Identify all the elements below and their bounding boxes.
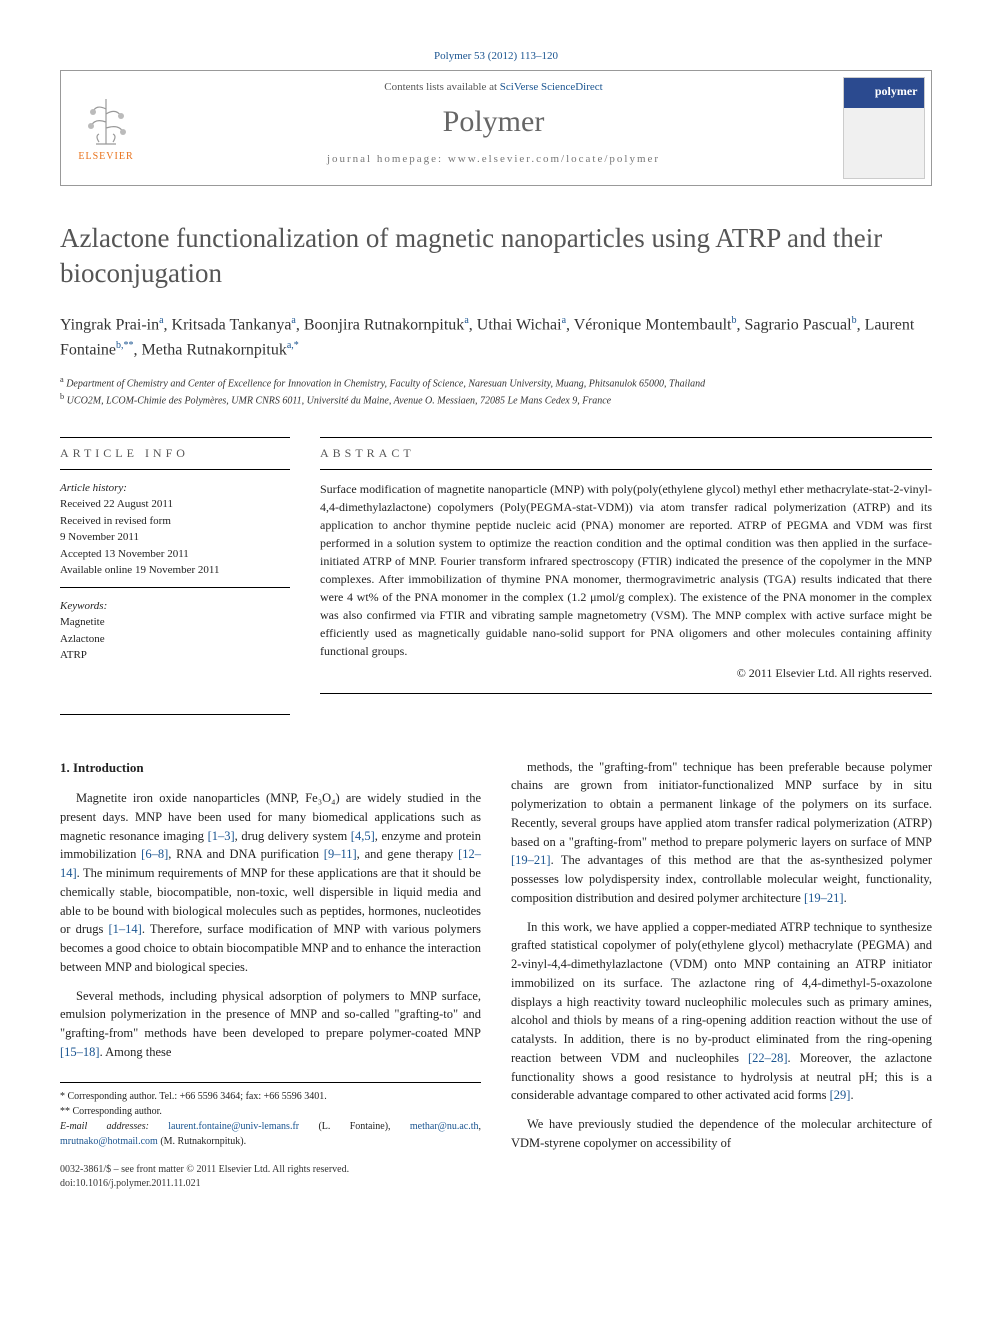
copyright-footer: 0032-3861/$ – see front matter © 2011 El… (60, 1163, 481, 1191)
affiliations: a Department of Chemistry and Center of … (60, 374, 932, 409)
abstract-heading: ABSTRACT (320, 446, 932, 461)
abstract-text: Surface modification of magnetite nanopa… (320, 480, 932, 660)
article-title: Azlactone functionalization of magnetic … (60, 221, 932, 291)
sciencedirect-link[interactable]: SciVerse ScienceDirect (500, 81, 603, 93)
author-list: Yingrak Prai-ina, Kritsada Tankanyaa, Bo… (60, 313, 932, 362)
keywords-block: Keywords: MagnetiteAzlactoneATRP (60, 598, 290, 664)
publisher-name: ELSEVIER (78, 151, 133, 162)
publisher-logo: ELSEVIER (61, 71, 151, 185)
contents-prefix: Contents lists available at (384, 81, 499, 93)
corresponding-author-notes: * Corresponding author. Tel.: +66 5596 3… (60, 1082, 481, 1149)
journal-homepage: journal homepage: www.elsevier.com/locat… (161, 153, 826, 165)
article-history: Article history: Received 22 August 2011… (60, 480, 290, 579)
contents-available: Contents lists available at SciVerse Sci… (161, 81, 826, 93)
article-info-heading: ARTICLE INFO (60, 446, 290, 461)
corr-author-2: ** Corresponding author. (60, 1104, 481, 1119)
journal-name: Polymer (161, 105, 826, 139)
abstract-copyright: © 2011 Elsevier Ltd. All rights reserved… (320, 666, 932, 681)
journal-header: ELSEVIER Contents lists available at Sci… (60, 70, 932, 186)
section-heading: 1. Introduction (60, 758, 481, 778)
body-right-column: methods, the "grafting-from" technique h… (511, 758, 932, 1191)
elsevier-tree-icon (81, 94, 131, 149)
citation-line: Polymer 53 (2012) 113–120 (60, 50, 932, 62)
doi[interactable]: doi:10.1016/j.polymer.2011.11.021 (60, 1177, 481, 1191)
corr-author-1: * Corresponding author. Tel.: +66 5596 3… (60, 1089, 481, 1104)
body-left-column: 1. Introduction Magnetite iron oxide nan… (60, 758, 481, 1191)
cover-label: polymer (875, 84, 918, 99)
journal-cover: polymer (836, 71, 931, 185)
homepage-url[interactable]: www.elsevier.com/locate/polymer (448, 153, 660, 165)
